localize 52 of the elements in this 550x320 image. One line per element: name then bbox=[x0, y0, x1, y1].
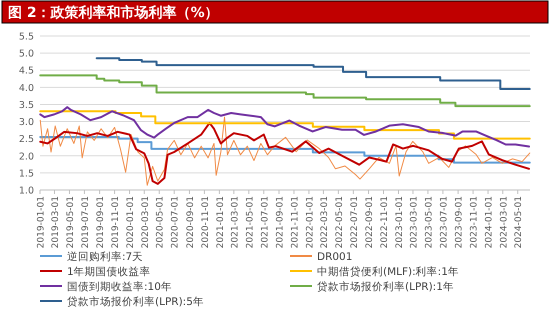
x-tick-label: 2021-01-01 bbox=[216, 196, 226, 248]
legend-label: DR001 bbox=[317, 251, 352, 263]
x-tick-label: 2024-03-01 bbox=[499, 196, 510, 248]
x-tick-label: 2020-11-01 bbox=[200, 196, 211, 248]
y-tick-label: 3.5 bbox=[18, 100, 34, 111]
chart-title: 图 2：政策利率和市场利率（%） bbox=[8, 4, 219, 21]
x-tick-label: 2019-03-01 bbox=[50, 196, 61, 248]
y-tick-label: 4.0 bbox=[18, 82, 34, 94]
x-tick-label: 2022-01-01 bbox=[305, 196, 316, 248]
x-tick-label: 2021-03-01 bbox=[230, 196, 240, 248]
x-tick-label: 2022-11-01 bbox=[380, 196, 390, 248]
x-tick-label: 2019-11-01 bbox=[111, 196, 122, 248]
x-tick-label: 2024-01-01 bbox=[484, 196, 495, 248]
x-tick-label: 2022-07-01 bbox=[350, 196, 360, 248]
y-tick-label: 5.0 bbox=[18, 48, 34, 60]
legend-label: 国债到期收益率:10年 bbox=[67, 280, 172, 293]
x-tick-label: 2019-01-01 bbox=[36, 196, 46, 248]
line-series bbox=[39, 106, 530, 148]
x-tick-label: 2020-01-01 bbox=[126, 196, 136, 248]
x-tick-label: 2023-09-01 bbox=[454, 196, 465, 248]
x-tick-label: 2019-07-01 bbox=[80, 196, 91, 248]
x-tick-label: 2020-05-01 bbox=[156, 196, 166, 248]
x-tick-label: 2021-05-01 bbox=[245, 196, 256, 248]
y-tick-label: 2.0 bbox=[18, 151, 34, 162]
x-tick-label: 2020-09-01 bbox=[186, 196, 196, 248]
y-tick-label: 4.5 bbox=[18, 66, 34, 77]
x-tick-label: 2020-03-01 bbox=[140, 196, 151, 248]
y-tick-label: 3.0 bbox=[18, 117, 34, 128]
legend-label: 贷款市场报价利率(LPR):5年 bbox=[67, 295, 204, 308]
legend-label: 中期借贷便利(MLF):利率:1年 bbox=[317, 265, 459, 278]
y-tick-label: 1.5 bbox=[18, 168, 34, 180]
x-tick-label: 2022-03-01 bbox=[320, 196, 330, 248]
x-tick-label: 2021-11-01 bbox=[290, 196, 300, 248]
x-tick-label: 2022-05-01 bbox=[334, 196, 345, 248]
y-tick-label: 1.0 bbox=[18, 186, 34, 196]
x-tick-label: 2019-09-01 bbox=[96, 196, 106, 248]
x-tick-label: 2019-05-01 bbox=[66, 196, 76, 248]
legend-label: 1年期国债收益率 bbox=[67, 265, 151, 278]
x-tick-label: 2020-07-01 bbox=[170, 196, 181, 248]
x-tick-label: 2023-05-01 bbox=[424, 196, 434, 248]
x-tick-label: 2021-09-01 bbox=[275, 196, 286, 248]
legend-label: 贷款市场报价利率(LPR):1年 bbox=[317, 280, 454, 293]
y-tick-label: 5.5 bbox=[18, 32, 34, 42]
x-tick-label: 2022-09-01 bbox=[365, 196, 376, 248]
x-tick-label: 2023-07-01 bbox=[439, 196, 450, 248]
x-tick-label: 2023-03-01 bbox=[409, 196, 420, 248]
legend-label: 逆回购利率:7天 bbox=[67, 250, 144, 263]
x-tick-label: 2024-05-01 bbox=[514, 196, 524, 248]
x-tick-label: 2023-01-01 bbox=[394, 196, 405, 248]
y-tick-label: 2.5 bbox=[18, 134, 34, 146]
x-tick-label: 2023-11-01 bbox=[470, 196, 480, 248]
x-tick-label: 2021-07-01 bbox=[260, 196, 270, 248]
